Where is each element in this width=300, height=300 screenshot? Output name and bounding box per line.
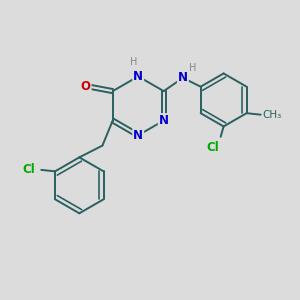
Text: Cl: Cl — [22, 164, 35, 176]
Text: N: N — [159, 114, 169, 127]
Text: N: N — [178, 71, 188, 84]
Text: H: H — [190, 63, 197, 73]
Text: O: O — [81, 80, 91, 93]
Text: CH₃: CH₃ — [263, 110, 282, 120]
Text: Cl: Cl — [206, 141, 219, 154]
Text: H: H — [130, 57, 137, 67]
Text: N: N — [133, 70, 143, 83]
Text: N: N — [133, 129, 143, 142]
